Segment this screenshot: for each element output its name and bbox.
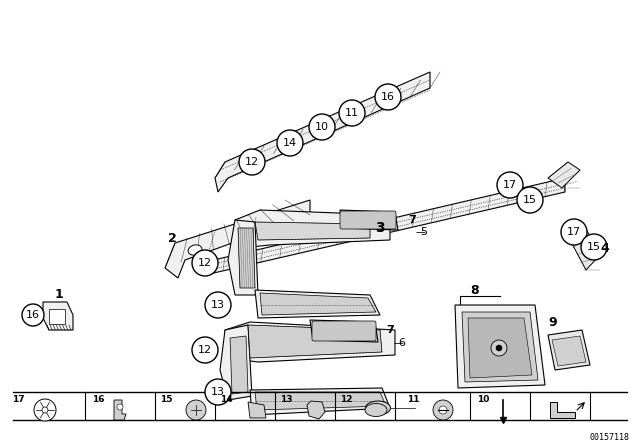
Polygon shape (260, 293, 376, 315)
Polygon shape (235, 210, 390, 248)
Polygon shape (552, 336, 586, 366)
Text: 16: 16 (92, 395, 104, 404)
FancyBboxPatch shape (340, 211, 396, 229)
Polygon shape (255, 290, 380, 318)
Circle shape (277, 130, 303, 156)
Polygon shape (248, 402, 266, 418)
Circle shape (192, 337, 218, 363)
Circle shape (517, 187, 543, 213)
Text: 11: 11 (345, 108, 359, 118)
Polygon shape (165, 200, 310, 278)
Text: 7: 7 (408, 215, 416, 225)
Circle shape (439, 406, 447, 414)
Polygon shape (570, 225, 600, 270)
Polygon shape (238, 228, 255, 288)
Text: 17: 17 (503, 180, 517, 190)
Circle shape (186, 400, 206, 420)
Text: —: — (394, 338, 404, 348)
Ellipse shape (365, 401, 390, 415)
Polygon shape (49, 309, 65, 324)
Text: 9: 9 (548, 316, 557, 329)
Text: 5: 5 (420, 227, 427, 237)
Circle shape (339, 100, 365, 126)
Text: 11: 11 (407, 395, 419, 404)
Polygon shape (248, 325, 382, 358)
Polygon shape (550, 402, 575, 418)
Polygon shape (114, 400, 126, 420)
Circle shape (496, 345, 502, 351)
Text: 12: 12 (198, 345, 212, 355)
Circle shape (239, 149, 265, 175)
FancyBboxPatch shape (312, 321, 376, 341)
Text: 6: 6 (398, 338, 405, 348)
Polygon shape (548, 162, 580, 188)
Circle shape (34, 399, 56, 421)
Polygon shape (310, 320, 378, 342)
Text: 2: 2 (168, 232, 177, 245)
Polygon shape (548, 330, 590, 370)
Circle shape (309, 114, 335, 140)
Text: 00157118: 00157118 (590, 433, 630, 442)
Polygon shape (225, 322, 395, 362)
Ellipse shape (365, 404, 387, 417)
Ellipse shape (188, 245, 202, 255)
Circle shape (433, 400, 453, 420)
Circle shape (205, 379, 231, 405)
Circle shape (491, 340, 507, 356)
Text: 17: 17 (12, 395, 24, 404)
Text: 10: 10 (315, 122, 329, 132)
Text: 15: 15 (160, 395, 173, 404)
Circle shape (497, 172, 523, 198)
Circle shape (192, 250, 218, 276)
Text: 13: 13 (211, 300, 225, 310)
Text: 13: 13 (280, 395, 292, 404)
Text: 15: 15 (587, 242, 601, 252)
Circle shape (117, 404, 123, 410)
Circle shape (561, 219, 587, 245)
Text: 16: 16 (26, 310, 40, 320)
Text: 12: 12 (245, 157, 259, 167)
Circle shape (42, 407, 48, 413)
Text: 10: 10 (477, 395, 490, 404)
Polygon shape (215, 72, 430, 192)
Text: 7: 7 (386, 325, 394, 335)
Polygon shape (468, 318, 532, 378)
Polygon shape (250, 388, 390, 415)
Text: 17: 17 (567, 227, 581, 237)
Text: 12: 12 (198, 258, 212, 268)
Polygon shape (43, 302, 73, 330)
Circle shape (205, 292, 231, 318)
Polygon shape (228, 220, 258, 295)
Polygon shape (255, 222, 370, 240)
Circle shape (22, 304, 44, 326)
Polygon shape (220, 325, 252, 400)
Polygon shape (230, 336, 248, 394)
Text: 4: 4 (600, 241, 609, 254)
Text: 14: 14 (220, 395, 232, 404)
Polygon shape (455, 305, 545, 388)
Text: 15: 15 (523, 195, 537, 205)
Polygon shape (462, 312, 538, 382)
Text: 8: 8 (470, 284, 479, 297)
Text: 13: 13 (211, 387, 225, 397)
Text: —: — (416, 227, 426, 237)
Circle shape (375, 84, 401, 110)
Polygon shape (205, 178, 565, 275)
Text: 3: 3 (375, 221, 385, 235)
Polygon shape (307, 401, 325, 419)
Circle shape (581, 234, 607, 260)
Text: 14: 14 (283, 138, 297, 148)
Text: 16: 16 (381, 92, 395, 102)
Text: 1: 1 (54, 289, 63, 302)
Polygon shape (255, 392, 386, 410)
Polygon shape (340, 210, 398, 230)
Text: 12: 12 (340, 395, 353, 404)
